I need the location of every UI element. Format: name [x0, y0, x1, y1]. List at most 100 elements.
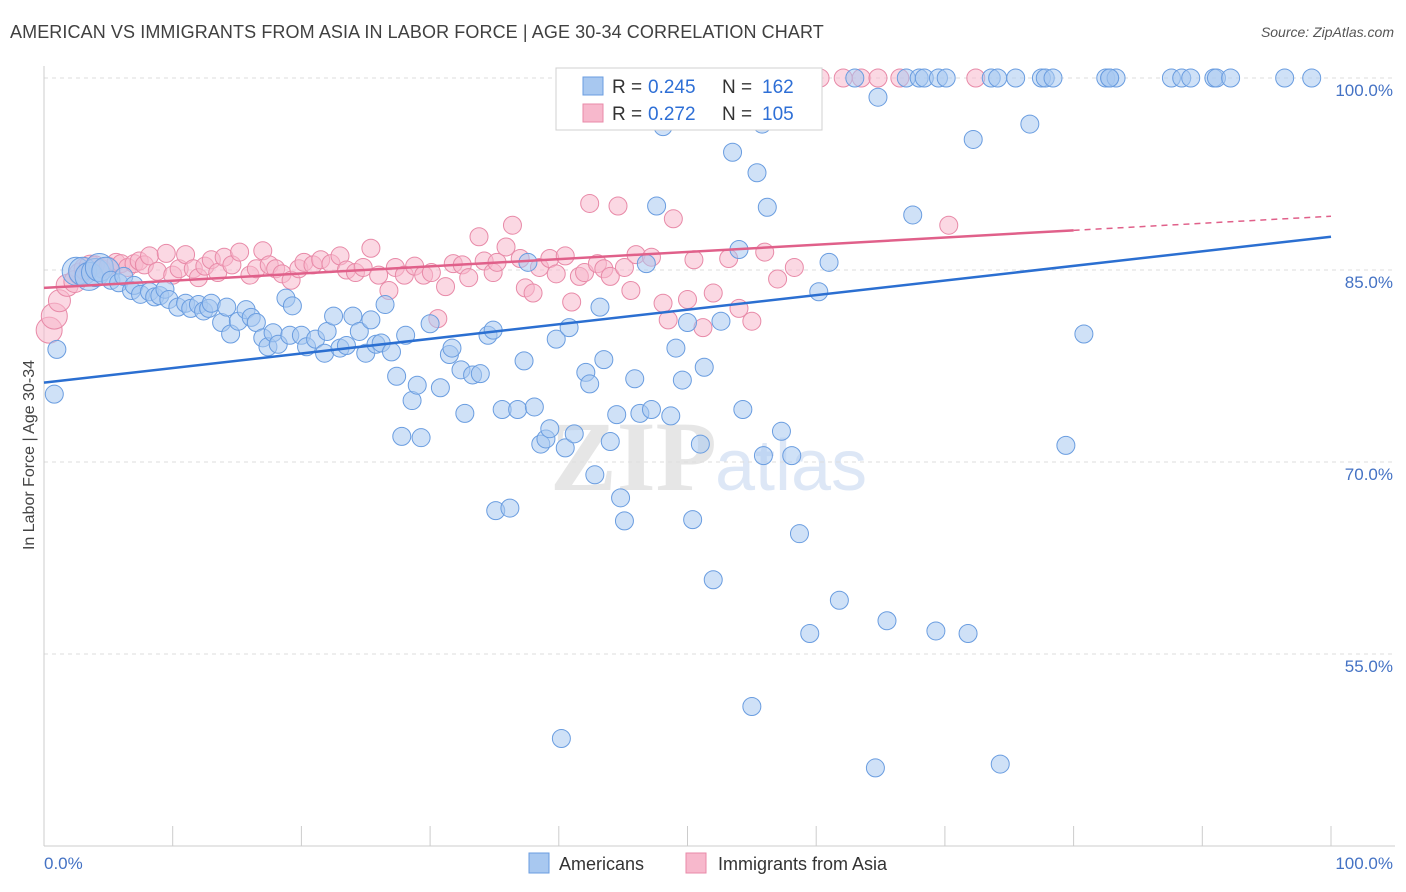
asia-trend-line [43, 229, 1074, 290]
asia-point [156, 243, 176, 263]
americans-point [594, 350, 614, 370]
americans-point [607, 405, 627, 425]
americans-point [420, 314, 440, 334]
asia-point [496, 237, 516, 257]
asia-point [755, 242, 775, 262]
americans-point [324, 306, 344, 326]
americans-point [829, 590, 849, 610]
americans-point [590, 297, 610, 317]
asia-point [684, 250, 704, 270]
americans-point [1043, 68, 1063, 88]
asia-point [436, 277, 456, 297]
y-tick-label: 70.0% [1345, 465, 1393, 484]
americans-point [411, 428, 431, 448]
americans-point [381, 342, 401, 362]
legend-swatch-americans [582, 76, 604, 96]
asia-point [421, 263, 441, 283]
americans-point [819, 252, 839, 272]
legend-n-label-1: N = [722, 77, 752, 98]
americans-point [500, 498, 520, 518]
americans-point [470, 364, 490, 384]
americans-point [865, 758, 885, 778]
americans-point [703, 570, 723, 590]
americans-point [392, 426, 412, 446]
americans-point [809, 282, 829, 302]
americans-point [44, 384, 64, 404]
asia-point [562, 292, 582, 312]
americans-point [733, 400, 753, 420]
asia-point [502, 215, 522, 235]
y-tick-label: 85.0% [1345, 273, 1393, 292]
axes: 55.0% 70.0% 85.0% 100.0% 0.0% 100.0% [43, 66, 1395, 873]
americans-point [442, 338, 462, 358]
americans-point [771, 421, 791, 441]
asia-point [361, 238, 381, 258]
bottom-legend-swatch-asia [685, 852, 707, 874]
americans-point [585, 465, 605, 485]
americans-point [683, 510, 703, 530]
americans-point [988, 68, 1008, 88]
legend: R = 0.245 N = 162 R = 0.272 N = 105 [555, 67, 823, 131]
asia-point [939, 215, 959, 235]
americans-point [661, 406, 681, 426]
americans-point [375, 295, 395, 315]
americans-point [614, 511, 634, 531]
americans-point [958, 624, 978, 644]
asia-point [469, 227, 489, 247]
asia-trend-line-extension [1073, 215, 1332, 232]
asia-point [784, 257, 804, 277]
bottom-legend-americans: Americans [559, 854, 644, 874]
asia-point [621, 280, 641, 300]
americans-point [742, 696, 762, 716]
americans-point [936, 68, 956, 88]
asia-point [678, 289, 697, 309]
americans-point [647, 196, 667, 216]
americans-point [963, 129, 983, 149]
asia-point [600, 266, 620, 286]
americans-point [396, 325, 416, 345]
bottom-legend-asia: Immigrants from Asia [718, 854, 888, 874]
asia-point [523, 283, 543, 303]
asia-point [608, 196, 628, 216]
asia-point [353, 257, 373, 277]
watermark: ZIP atlas [550, 401, 867, 512]
americans-point [1020, 114, 1040, 134]
legend-n-value-1: 162 [762, 77, 794, 98]
americans-point [694, 357, 714, 377]
watermark-atlas: atlas [715, 426, 867, 506]
asia-point [614, 257, 634, 277]
americans-point [800, 624, 820, 644]
americans-point [555, 438, 575, 458]
asia-point [703, 283, 723, 303]
americans-point [1275, 68, 1295, 88]
americans-point [564, 424, 584, 444]
source-label: Source: ZipAtlas.com [1260, 24, 1394, 40]
americans-point [1056, 435, 1076, 455]
americans-point [1100, 68, 1120, 88]
legend-swatch-asia [582, 103, 604, 123]
americans-point [282, 296, 302, 316]
americans-point [636, 254, 656, 274]
legend-n-value-2: 105 [762, 104, 794, 125]
trend-lines [43, 215, 1332, 384]
asia-point [546, 264, 566, 284]
americans-point [514, 351, 534, 371]
asia-point [742, 311, 762, 331]
americans-point [926, 621, 946, 641]
americans-point [349, 321, 369, 341]
americans-point [990, 754, 1010, 774]
americans-point [430, 378, 450, 398]
asia-point [663, 209, 683, 229]
chart-title: AMERICAN VS IMMIGRANTS FROM ASIA IN LABO… [10, 22, 824, 42]
americans-point [789, 524, 809, 544]
americans-point [508, 400, 528, 420]
asia-point [653, 293, 673, 313]
americans-point [782, 446, 802, 466]
americans-point [600, 432, 620, 452]
americans-point [217, 297, 237, 317]
y-tick-label: 55.0% [1345, 657, 1393, 676]
americans-point [336, 336, 356, 356]
americans-point [1221, 68, 1241, 88]
americans-point [868, 87, 888, 107]
